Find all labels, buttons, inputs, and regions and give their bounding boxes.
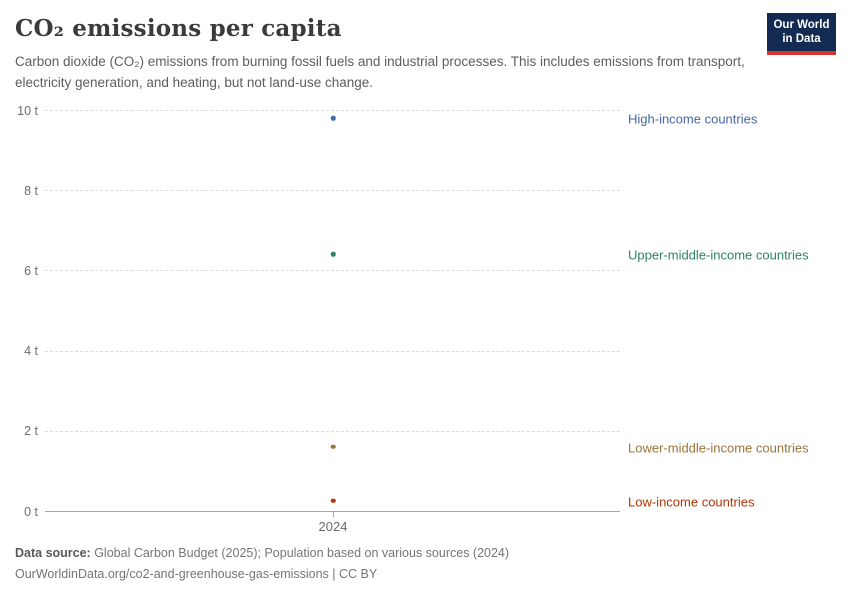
data-source-line: Data source: Global Carbon Budget (2025)…	[15, 543, 509, 564]
owid-logo-line2: in Data	[782, 33, 821, 46]
gridline	[45, 270, 620, 272]
y-tick-label: 8 t	[24, 183, 38, 198]
data-source-label: Data source:	[15, 546, 91, 560]
gridline	[45, 110, 620, 111]
y-tick-label: 6 t	[24, 263, 38, 278]
series-label[interactable]: High-income countries	[628, 111, 758, 127]
x-tick-label: 2024	[318, 519, 348, 534]
data-source-text: Global Carbon Budget (2025); Population …	[90, 546, 510, 560]
y-tick-label: 10 t	[17, 103, 38, 118]
chart-title: CO₂ emissions per capita	[15, 15, 342, 42]
data-point[interactable]	[330, 115, 336, 121]
owid-logo-line1: Our World	[773, 19, 830, 31]
series-label[interactable]: Upper-middle-income countries	[628, 247, 809, 263]
y-tick-label: 4 t	[24, 344, 38, 359]
y-tick-label: 2 t	[24, 424, 38, 439]
data-point[interactable]	[330, 252, 336, 257]
chart-footer: Data source: Global Carbon Budget (2025)…	[15, 543, 509, 586]
gridline	[45, 430, 620, 432]
x-axis-line	[45, 511, 620, 512]
gridline	[45, 350, 620, 352]
gridline	[45, 190, 620, 192]
series-label[interactable]: Lower-middle-income countries	[628, 440, 809, 456]
chart-subtitle: Carbon dioxide (CO₂) emissions from burn…	[15, 54, 745, 90]
data-point[interactable]	[330, 498, 336, 504]
y-tick-label: 0 t	[24, 504, 38, 519]
footer-citation-link[interactable]: OurWorldinData.org/co2-and-greenhouse-ga…	[15, 567, 378, 582]
series-label[interactable]: Low-income countries	[628, 494, 755, 510]
data-point[interactable]	[330, 444, 336, 450]
owid-logo[interactable]: Our World in Data	[767, 13, 836, 55]
x-tick-mark	[333, 512, 334, 517]
